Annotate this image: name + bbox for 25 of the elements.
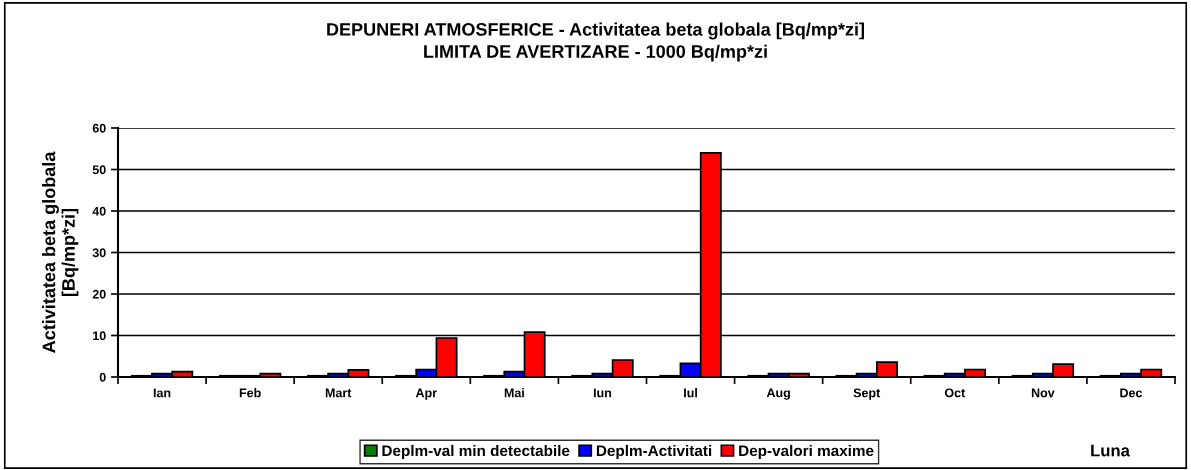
x-tick-label: Dec bbox=[1120, 388, 1143, 398]
y-tick-label: 10 bbox=[93, 331, 106, 341]
x-tick-label: Ian bbox=[153, 388, 171, 398]
x-tick-label: Nov bbox=[1031, 388, 1055, 398]
x-tick-label: Mart bbox=[325, 388, 352, 398]
x-tick-label: Feb bbox=[239, 388, 261, 398]
x-axis-title: Luna bbox=[1091, 444, 1131, 457]
x-tick-label: Mai bbox=[504, 388, 524, 398]
y-tick-label: 0 bbox=[99, 372, 106, 382]
x-tick-label: Sept bbox=[853, 388, 881, 400]
y-tick-label: 40 bbox=[92, 206, 106, 216]
legend-label: Deplm-val min detectabile bbox=[382, 444, 570, 460]
legend-label: Dep-valori maxime bbox=[739, 444, 874, 460]
x-tick-label: Iun bbox=[593, 388, 612, 398]
x-tick-label: Aug bbox=[766, 388, 790, 400]
x-tick-label: Apr bbox=[415, 388, 437, 400]
x-tick-label: Iul bbox=[684, 388, 697, 398]
y-tick-label: 20 bbox=[92, 289, 106, 299]
x-tick-label: Oct bbox=[944, 388, 966, 398]
y-tick-label: 60 bbox=[92, 123, 106, 133]
chart-title: DEPUNERI ATMOSFERICE - Activitatea beta globala [Bq/mp*zi] LIMITA DE AVERTIZARE - 1000 Bq/mp*zi bbox=[327, 22, 865, 62]
legend-label: Deplm-Activitati bbox=[596, 444, 712, 460]
y-tick-label: 30 bbox=[92, 248, 106, 258]
y-axis-title: Activitatea beta globala [Bq/mp*zi] bbox=[42, 151, 79, 353]
y-tick-label: 50 bbox=[92, 165, 106, 175]
